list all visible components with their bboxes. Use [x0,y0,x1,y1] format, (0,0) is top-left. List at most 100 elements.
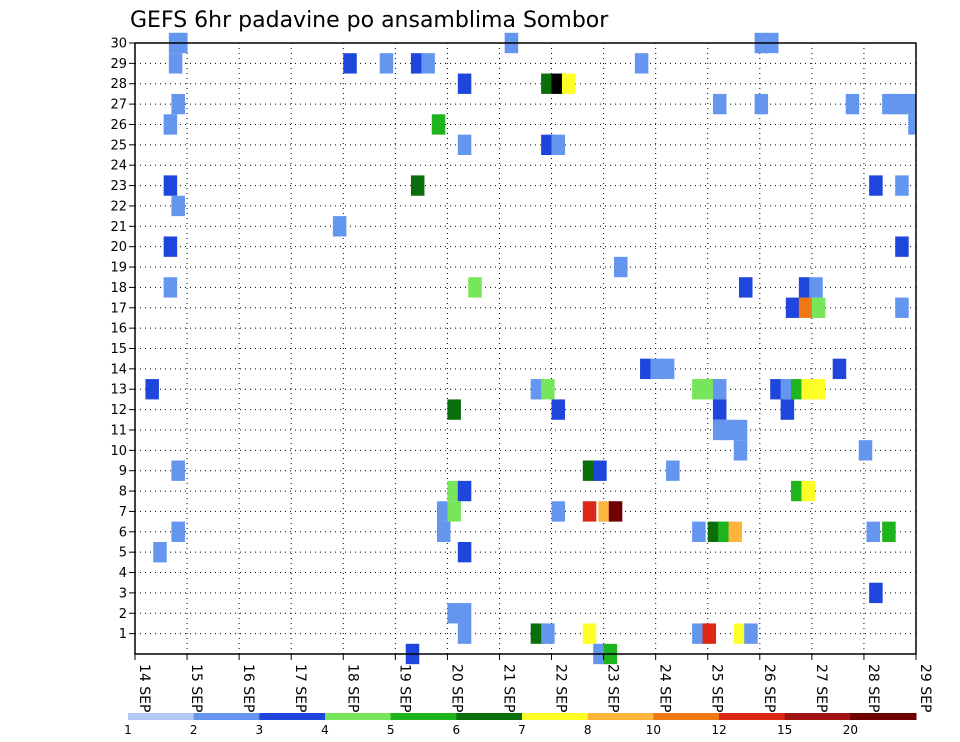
heatmap-cell [410,53,425,74]
heatmap-cell [811,379,826,400]
y-tick-label: 16 [110,322,127,337]
heatmap-cell [650,358,664,380]
heatmap-cell [791,379,805,400]
heatmap-cell [895,236,909,257]
legend-color-swatch [325,713,392,720]
heatmap-cell [541,134,555,156]
heatmap-cell [892,93,907,115]
heatmap-cell [145,379,159,400]
heatmap-cell [551,73,566,94]
x-tick-label: 26 SEP [761,664,777,712]
heatmap-cell [457,134,472,156]
y-tick-label: 26 [110,118,127,133]
heatmap-cell [561,73,576,94]
heatmap-cell [171,460,185,481]
x-tick-label: 27 SEP [813,664,829,712]
heatmap-cell [666,460,680,481]
heatmap-cell [436,501,451,522]
heatmap-cell [780,379,795,400]
grid-lines [135,42,916,654]
x-tick-label: 28 SEP [865,664,881,712]
legend-label: 20 [843,723,858,737]
heatmap-cell [801,480,815,502]
legend-label: 2 [190,723,198,737]
heatmap-cell [447,603,461,624]
y-tick-label: 2 [119,607,127,622]
y-tick-label: 30 [110,37,127,52]
y-tick-label: 10 [110,444,127,459]
legend-label: 10 [646,723,661,737]
heatmap-cell [163,114,178,135]
heatmap-cell [457,603,472,624]
legend-label: 12 [711,723,726,737]
y-tick-label: 4 [119,566,127,581]
heatmap-cell [712,399,727,420]
heatmap-cell [153,541,167,563]
heatmap-cell [780,399,795,420]
heatmap-cell [733,419,748,441]
heatmap-cell [791,480,805,502]
heatmap-cell [738,277,753,298]
heatmap-cell [770,379,784,400]
y-tick-label: 1 [119,627,127,642]
heatmap-cell [436,521,451,542]
heatmap-cell [614,256,628,278]
x-axis-ticks: 14 SEP 15 SEP 16 SEP 17 SEP 18 SEP 19 SEP 20 S… [134,654,933,712]
y-tick-label: 14 [110,362,127,377]
legend-color-swatch [784,713,851,720]
heatmap-cell [447,480,461,502]
heatmap-cell [541,379,555,400]
y-tick-label: 9 [119,464,127,479]
y-tick-label: 15 [110,342,127,357]
heatmap-cell [728,521,743,542]
heatmap-cell [541,73,555,94]
heatmap-cell [457,73,472,94]
legend-label: 8 [584,723,592,737]
y-tick-label: 19 [110,261,127,276]
heatmap-cell [447,399,461,420]
legend-label: 7 [518,723,526,737]
x-tick-label: 23 SEP [605,664,621,712]
heatmap-cell [457,480,472,502]
legend-label: 5 [387,723,395,737]
heatmap-cell [168,53,183,74]
heatmap-cell [798,297,813,318]
heatmap-cell [421,53,435,74]
heatmap-cell [866,521,881,542]
heatmap-cell [869,582,883,604]
x-tick-label: 21 SEP [500,664,516,712]
heatmap-cell [858,440,873,461]
legend-color-swatch [522,713,589,720]
heatmap-cell [754,93,769,115]
legend-color-swatch [193,713,260,720]
heatmap-cell [447,501,461,522]
heatmap-cell [468,277,482,298]
legend-color-swatch [390,713,457,720]
y-tick-label: 8 [119,485,127,500]
heatmap-cell [882,521,896,542]
y-tick-label: 13 [110,383,127,398]
y-tick-label: 29 [110,57,127,72]
y-tick-label: 7 [119,505,127,520]
heatmap-cell [551,399,566,420]
heatmap-cell [692,623,706,644]
heatmap-cell [608,501,623,522]
heatmap-cell [845,93,860,115]
y-tick-label: 5 [119,546,127,561]
x-tick-label: 15 SEP [188,664,204,712]
legend-color-swatch [653,713,720,720]
heatmap-cell [163,277,178,298]
heatmap-cell [702,379,717,400]
legend-color-swatch [259,713,326,720]
legend-color-swatch [587,713,654,720]
x-tick-label: 16 SEP [240,664,256,712]
heatmap-cell [171,521,185,542]
heatmap-cell [718,521,732,542]
x-tick-label: 24 SEP [657,664,673,712]
heatmap-cell [908,114,916,135]
heatmap-cell [692,521,706,542]
legend-color-swatch [456,713,523,720]
heatmap-cell [431,114,446,135]
y-tick-label: 6 [119,525,127,540]
heatmap-cell [798,277,813,298]
